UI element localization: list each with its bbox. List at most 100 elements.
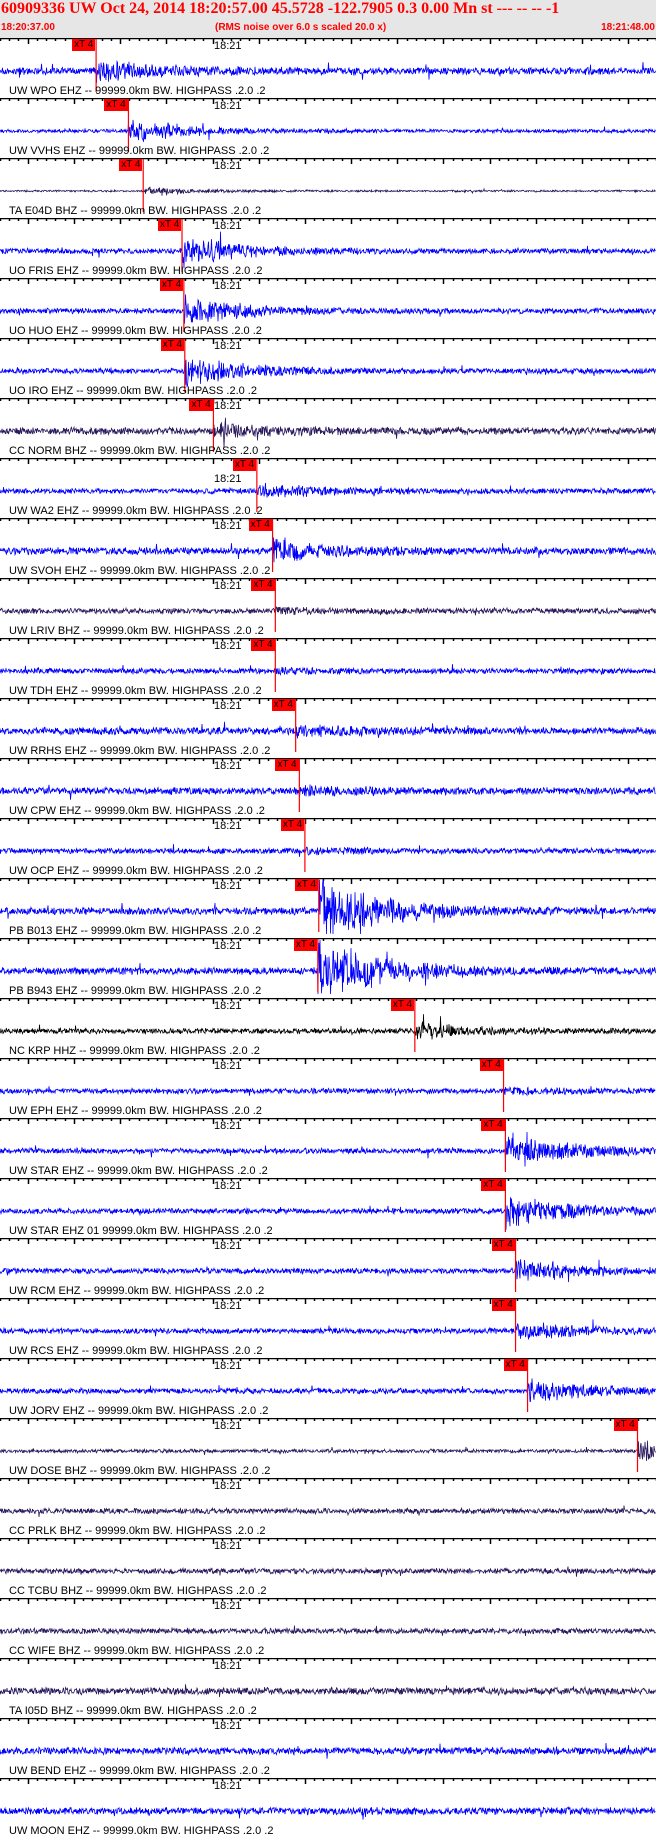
trace-panel: 18:21 xT 4 UW DOSE BHZ -- 99999.0km BW. HI… [0, 1418, 656, 1478]
channel-label: UW STAR EHZ 01 99999.0km BW. HIGHPASS .2… [9, 1225, 273, 1237]
trace-panel: 18:21 xT 4 PB B013 EHZ -- 99999.0km BW. HI… [0, 878, 656, 938]
trace-panel: 18:21 UW BEND EHZ -- 99999.0km BW. HIGHPA… [0, 1718, 656, 1778]
channel-label: UW VVHS EHZ -- 99999.0km BW. HIGHPASS .2… [9, 145, 270, 157]
waveform-plot [0, 518, 656, 572]
pick-marker[interactable]: xT 4 [481, 1119, 505, 1131]
pick-marker[interactable]: xT 4 [119, 159, 143, 171]
trace-panel: 18:21 xT 4 UW SVOH EHZ -- 99999.0km BW. HI… [0, 518, 656, 578]
minute-label: 18:21 [214, 880, 242, 892]
pick-marker[interactable]: xT 4 [158, 219, 182, 231]
time-tick-axis [0, 1478, 656, 1484]
trace-panel: 18:21 xT 4 UW WA2 EHZ -- 99999.0km BW. HIG… [0, 458, 656, 518]
trace-panel: 18:21 CC PRLK BHZ -- 99999.0km BW. HIGHPA… [0, 1478, 656, 1538]
waveform-plot [0, 938, 656, 995]
waveform-trace [0, 119, 656, 142]
waveform-trace [0, 1742, 656, 1759]
trace-panel: 18:21 xT 4 UW EPH EHZ -- 99999.0km BW. HIG… [0, 1058, 656, 1118]
start-time: 18:20:37.00 [1, 22, 55, 33]
time-tick-axis [0, 1178, 656, 1184]
minute-label: 18:21 [214, 160, 242, 172]
waveform-trace [0, 784, 656, 800]
trace-panel: 18:21 xT 4 UO HUO EHZ -- 99999.0km BW. HIG… [0, 278, 656, 338]
minute-label: 18:21 [214, 1240, 242, 1252]
waveform-plot [0, 98, 656, 152]
channel-label: CC NORM BHZ -- 99999.0km BW. HIGHPASS .2… [9, 445, 271, 457]
minute-label: 18:21 [214, 700, 242, 712]
time-tick-axis [0, 818, 656, 824]
trace-panel: 18:21 xT 4 UO IRO EHZ -- 99999.0km BW. HIG… [0, 338, 656, 398]
minute-label: 18:21 [214, 220, 242, 232]
trace-panel: 18:21 xT 4 UW RCM EHZ -- 99999.0km BW. HIG… [0, 1238, 656, 1298]
channel-label: UW TDH EHZ -- 99999.0km BW. HIGHPASS .2.… [9, 685, 262, 697]
time-tick-axis [0, 218, 656, 224]
pick-marker[interactable]: xT 4 [275, 759, 299, 771]
minute-label: 18:21 [214, 640, 242, 652]
waveform-trace [0, 1684, 656, 1698]
time-tick-axis [0, 1358, 656, 1364]
trace-panel: 18:21 CC WIFE BHZ -- 99999.0km BW. HIGHPA… [0, 1598, 656, 1658]
minute-label: 18:21 [214, 760, 242, 772]
waveform-trace [0, 1085, 656, 1097]
channel-label: PB B943 EHZ -- 99999.0km BW. HIGHPASS .2… [9, 985, 262, 997]
channel-label: UW OCP EHZ -- 99999.0km BW. HIGHPASS .2.… [9, 865, 263, 877]
waveform-trace [0, 1014, 656, 1040]
pick-marker[interactable]: xT 4 [271, 699, 295, 711]
trace-panel: 18:21 xT 4 TA E04D BHZ -- 99999.0km BW. HI… [0, 158, 656, 218]
waveform-trace [0, 1131, 656, 1167]
waveform-plot [0, 1778, 656, 1820]
pick-marker[interactable]: xT 4 [251, 639, 275, 651]
pick-marker[interactable]: xT 4 [294, 879, 319, 891]
pick-marker[interactable]: xT 4 [159, 279, 184, 291]
pick-marker[interactable]: xT 4 [491, 1239, 515, 1251]
waveform-plot [0, 1058, 656, 1112]
time-tick-axis [0, 1118, 656, 1124]
channel-label: UW STAR EHZ -- 99999.0km BW. HIGHPASS .2… [9, 1165, 268, 1177]
channel-label: UW RCM EHZ -- 99999.0km BW. HIGHPASS .2.… [9, 1285, 265, 1297]
waveform-plot [0, 1658, 656, 1698]
waveform-plot [0, 1478, 656, 1517]
time-tick-axis [0, 1058, 656, 1064]
pick-marker[interactable]: xT 4 [481, 1179, 505, 1191]
trace-panel: 18:21 xT 4 PB B943 EHZ -- 99999.0km BW. HI… [0, 938, 656, 998]
time-tick-axis [0, 1298, 656, 1304]
pick-marker[interactable]: xT 4 [613, 1419, 637, 1431]
pick-marker[interactable]: xT 4 [248, 519, 272, 531]
waveform-trace [0, 482, 656, 498]
trace-panel: 18:21 xT 4 UW RCS EHZ -- 99999.0km BW. HIG… [0, 1298, 656, 1358]
pick-marker[interactable]: xT 4 [280, 819, 305, 831]
trace-panel: 18:21 xT 4 NC KRP HHZ -- 99999.0km BW. HIG… [0, 998, 656, 1058]
waveform-trace [0, 1197, 656, 1230]
pick-marker[interactable]: xT 4 [251, 579, 275, 591]
channel-label: TA I05D BHZ -- 99999.0km BW. HIGHPASS .2… [9, 1705, 257, 1717]
pick-marker[interactable]: xT 4 [72, 39, 96, 51]
event-title: 60909336 UW Oct 24, 2014 18:20:57.00 45.… [1, 0, 560, 17]
minute-label: 18:21 [214, 820, 242, 832]
pick-marker[interactable]: xT 4 [491, 1299, 515, 1311]
minute-label: 18:21 [214, 400, 242, 412]
time-tick-axis [0, 638, 656, 644]
channel-label: UO IRO EHZ -- 99999.0km BW. HIGHPASS .2.… [9, 385, 257, 397]
minute-label: 18:21 [214, 280, 242, 292]
trace-panel: 18:21 xT 4 UW CPW EHZ -- 99999.0km BW. HIG… [0, 758, 656, 818]
trace-panel: 18:21 xT 4 UW LRIV BHZ -- 99999.0km BW. HI… [0, 578, 656, 638]
pick-marker[interactable]: xT 4 [293, 939, 318, 951]
pick-marker[interactable]: xT 4 [104, 99, 128, 111]
trace-panel: 18:21 xT 4 UW RRHS EHZ -- 99999.0km BW. HI… [0, 698, 656, 758]
pick-marker[interactable]: xT 4 [189, 399, 213, 411]
pick-marker[interactable]: xT 4 [390, 999, 415, 1011]
waveform-trace [0, 844, 656, 857]
waveform-plot [0, 158, 656, 212]
minute-label: 18:21 [214, 520, 242, 532]
pick-marker[interactable]: xT 4 [160, 339, 185, 351]
rms-note: (RMS noise over 6.0 s scaled 20.0 x) [215, 22, 387, 33]
waveform-plot [0, 458, 656, 512]
waveform-trace [0, 939, 656, 995]
pick-marker[interactable]: xT 4 [479, 1059, 503, 1071]
waveform-plot [0, 1238, 656, 1292]
waveform-trace [0, 1625, 656, 1637]
channel-label: UW EPH EHZ -- 99999.0km BW. HIGHPASS .2.… [9, 1105, 262, 1117]
channel-label: CC WIFE BHZ -- 99999.0km BW. HIGHPASS .2… [9, 1645, 265, 1657]
pick-marker[interactable]: xT 4 [232, 459, 257, 471]
waveform-plot [0, 1538, 656, 1577]
pick-marker[interactable]: xT 4 [503, 1359, 527, 1371]
